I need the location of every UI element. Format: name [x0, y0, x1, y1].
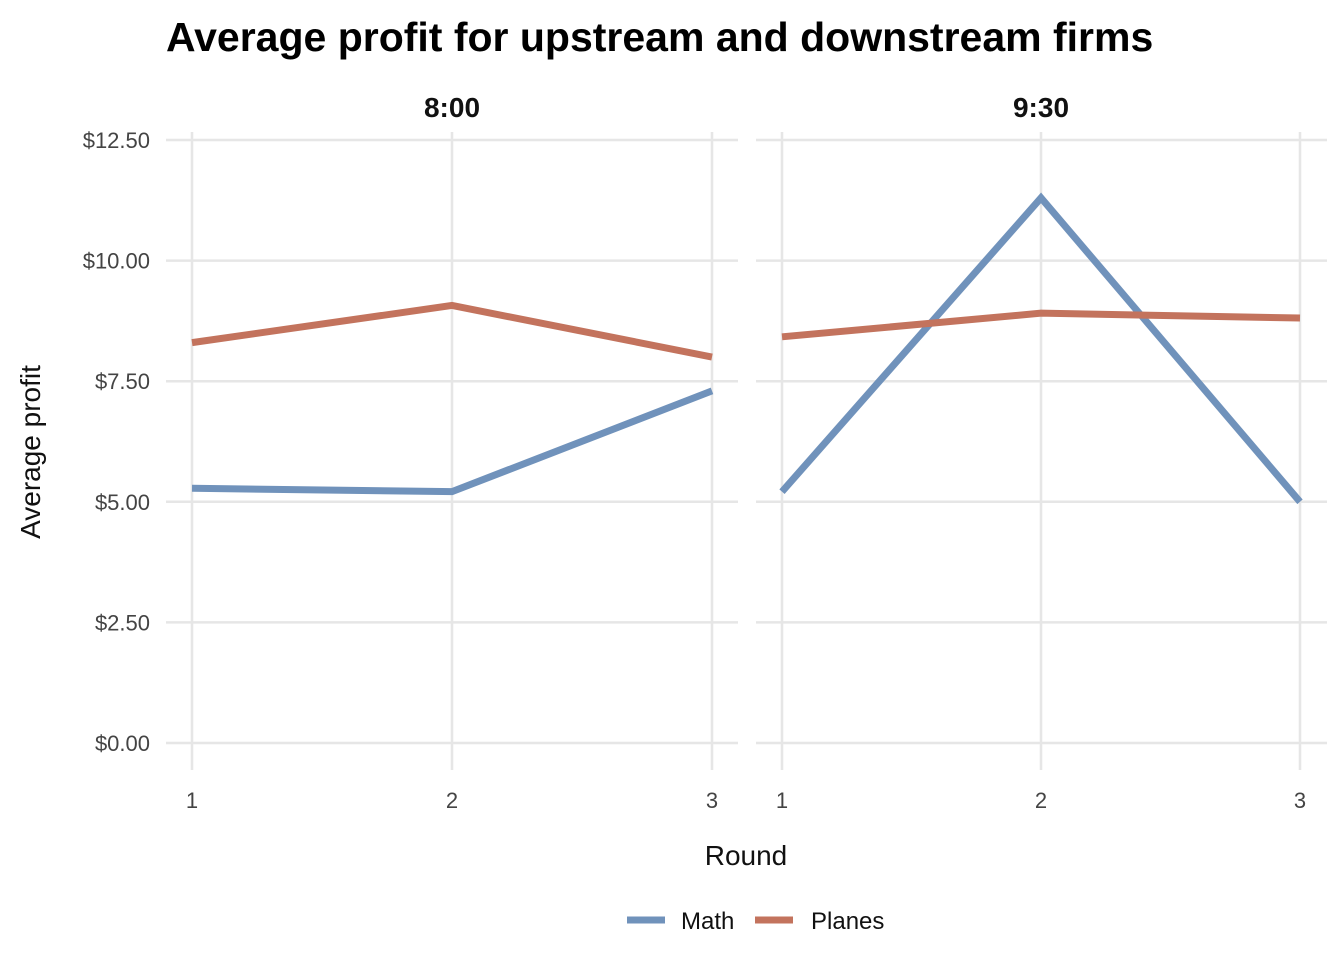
y-tick-label: $2.50: [95, 610, 150, 635]
series-line-math: [191, 387, 714, 496]
y-axis-ticks: $0.00 $2.50 $5.00 $7.50 $10.00 $12.50: [83, 128, 150, 756]
x-tick-label: 2: [1035, 788, 1047, 813]
y-tick-label: $5.00: [95, 490, 150, 515]
series-line-math: [779, 192, 1303, 505]
chart-title: Average profit for upstream and downstre…: [166, 14, 1153, 60]
facet-title: 9:30: [1013, 92, 1069, 123]
y-tick-label: $0.00: [95, 731, 150, 756]
y-axis-title: Average profit: [15, 365, 46, 539]
series-line-planes: [191, 301, 713, 361]
series-line-planes: [781, 309, 1301, 341]
facet-title: 8:00: [424, 92, 480, 123]
y-tick-label: $10.00: [83, 249, 150, 274]
panel-x-ticks: 1 2 3: [776, 788, 1306, 813]
panel-series: [779, 192, 1303, 505]
legend-label-math: Math: [681, 908, 734, 935]
legend-label-planes: Planes: [811, 908, 884, 935]
panel-series: [191, 301, 714, 496]
x-tick-label: 1: [776, 788, 788, 813]
x-tick-label: 3: [706, 788, 718, 813]
x-tick-label: 2: [446, 788, 458, 813]
y-tick-label: $7.50: [95, 369, 150, 394]
panel-grid: [166, 132, 738, 770]
panel-grid: [756, 132, 1327, 770]
legend: Math Planes: [627, 908, 884, 935]
x-axis-title: Round: [705, 840, 788, 871]
panel-x-ticks: 1 2 3: [186, 788, 718, 813]
facet-panel-9-30: 9:30 1 2 3: [756, 92, 1327, 813]
x-tick-label: 1: [186, 788, 198, 813]
y-tick-label: $12.50: [83, 128, 150, 153]
x-tick-label: 3: [1294, 788, 1306, 813]
facet-panel-8-00: 8:00 1 2 3: [166, 92, 738, 813]
